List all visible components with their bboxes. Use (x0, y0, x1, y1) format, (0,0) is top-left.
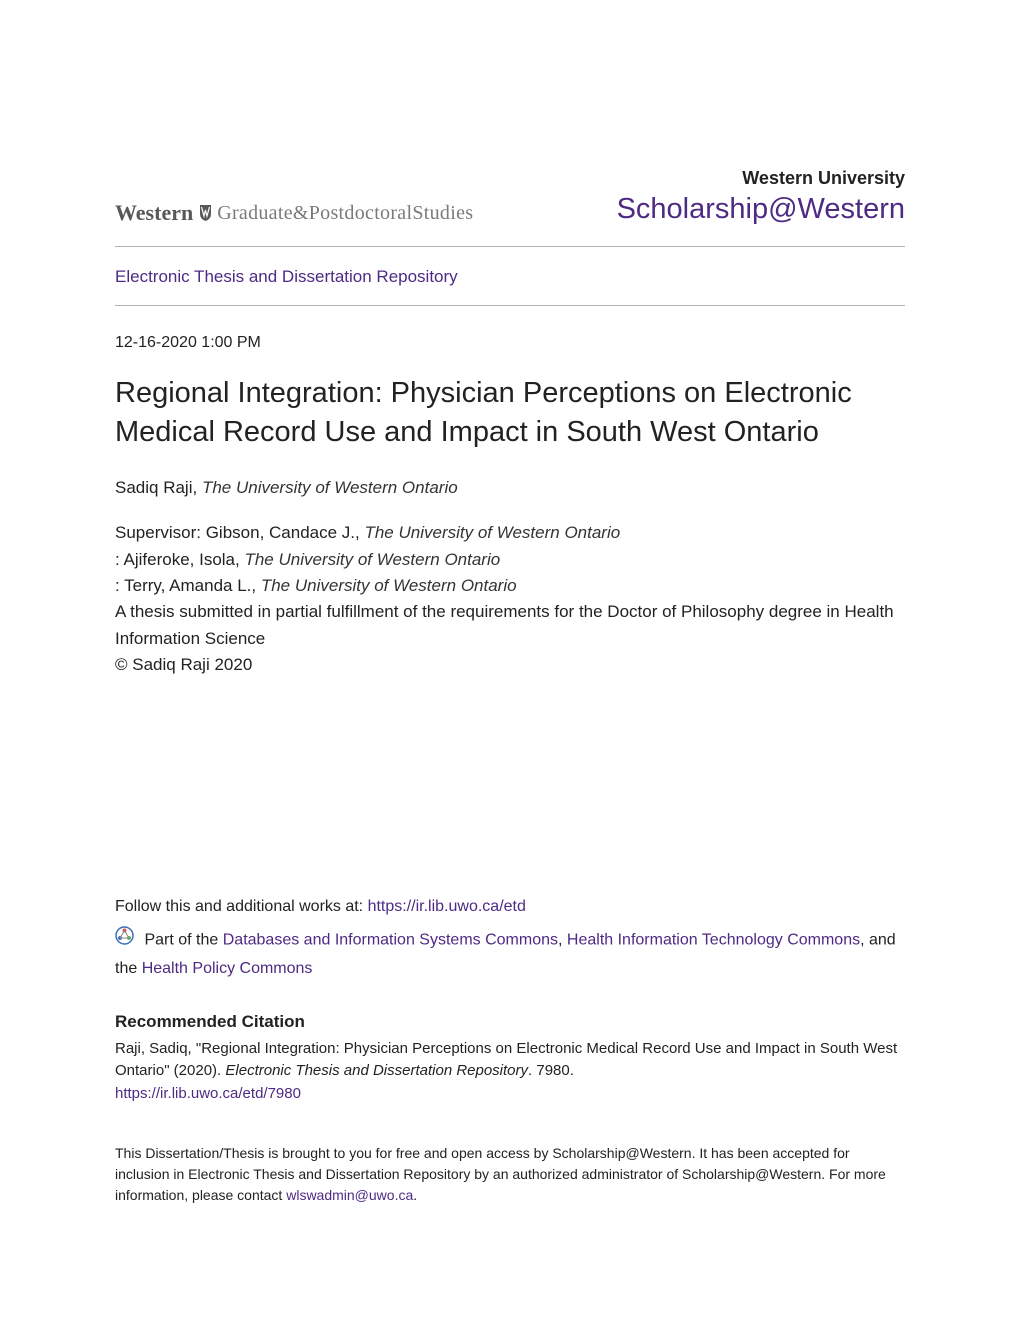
footer-email[interactable]: wlswadmin@uwo.ca (286, 1187, 413, 1203)
partof-prefix: Part of the (144, 932, 218, 949)
header-row: Western Graduate&PostdoctoralStudies Wes… (115, 168, 905, 226)
citation-series: Electronic Thesis and Dissertation Repos… (225, 1062, 528, 1079)
network-commons-icon (115, 926, 134, 954)
footer-period: . (413, 1187, 417, 1203)
footer-body: This Dissertation/Thesis is brought to y… (115, 1145, 886, 1203)
recommended-citation-heading: Recommended Citation (115, 1012, 905, 1032)
repository-link[interactable]: Scholarship@Western (617, 193, 905, 225)
logo-main-text: Western (115, 200, 193, 226)
committee1-label: : Ajiferoke, Isola, (115, 550, 240, 569)
citation-number: . 7980. (528, 1062, 574, 1079)
committee-line-2: : Terry, Amanda L., The University of We… (115, 573, 905, 599)
committee-line-1: : Ajiferoke, Isola, The University of We… (115, 547, 905, 573)
author-name: Sadiq Raji, (115, 478, 197, 497)
submission-date: 12-16-2020 1:00 PM (115, 334, 905, 352)
commons-link-1[interactable]: Databases and Information Systems Common… (223, 932, 558, 949)
university-block: Western University Scholarship@Western (617, 168, 905, 226)
logo-sub-text: Graduate&PostdoctoralStudies (217, 202, 473, 225)
sep1: , (558, 932, 562, 949)
committee1-affiliation: The University of Western Ontario (244, 550, 500, 569)
western-crest-icon (197, 205, 213, 221)
university-name: Western University (617, 168, 905, 189)
committee2-label: : Terry, Amanda L., (115, 576, 256, 595)
mid-rule (115, 305, 905, 306)
part-of-line: Part of the Databases and Information Sy… (115, 926, 905, 981)
follow-line: Follow this and additional works at: htt… (115, 898, 905, 916)
citation-url[interactable]: https://ir.lib.uwo.ca/etd/7980 (115, 1085, 301, 1102)
repository-name: Scholarship@Western (617, 193, 905, 226)
committee2-affiliation: The University of Western Ontario (261, 576, 517, 595)
sep2: , (860, 932, 864, 949)
supervisor-affiliation: The University of Western Ontario (364, 523, 620, 542)
supervisor-label: Supervisor: Gibson, Candace J., (115, 523, 360, 542)
recommended-citation-text: Raji, Sadiq, "Regional Integration: Phys… (115, 1038, 905, 1106)
commons-link-3[interactable]: Health Policy Commons (142, 960, 313, 977)
author-line: Sadiq Raji, The University of Western On… (115, 478, 905, 498)
footer-text: This Dissertation/Thesis is brought to y… (115, 1143, 905, 1206)
collection-link[interactable]: Electronic Thesis and Dissertation Repos… (115, 267, 458, 286)
follow-url[interactable]: https://ir.lib.uwo.ca/etd (368, 898, 526, 915)
institution-logo: Western Graduate&PostdoctoralStudies (115, 200, 473, 226)
author-affiliation: The University of Western Ontario (202, 478, 458, 497)
supervisor-line: Supervisor: Gibson, Candace J., The Univ… (115, 520, 905, 546)
copyright-line: © Sadiq Raji 2020 (115, 652, 905, 678)
follow-prefix: Follow this and additional works at: (115, 898, 363, 915)
thesis-statement: A thesis submitted in partial fulfillmen… (115, 599, 905, 652)
document-title: Regional Integration: Physician Percepti… (115, 374, 905, 452)
metadata-block: Supervisor: Gibson, Candace J., The Univ… (115, 520, 905, 678)
commons-link-2[interactable]: Health Information Technology Commons (567, 932, 860, 949)
collection-row: Electronic Thesis and Dissertation Repos… (115, 247, 905, 305)
